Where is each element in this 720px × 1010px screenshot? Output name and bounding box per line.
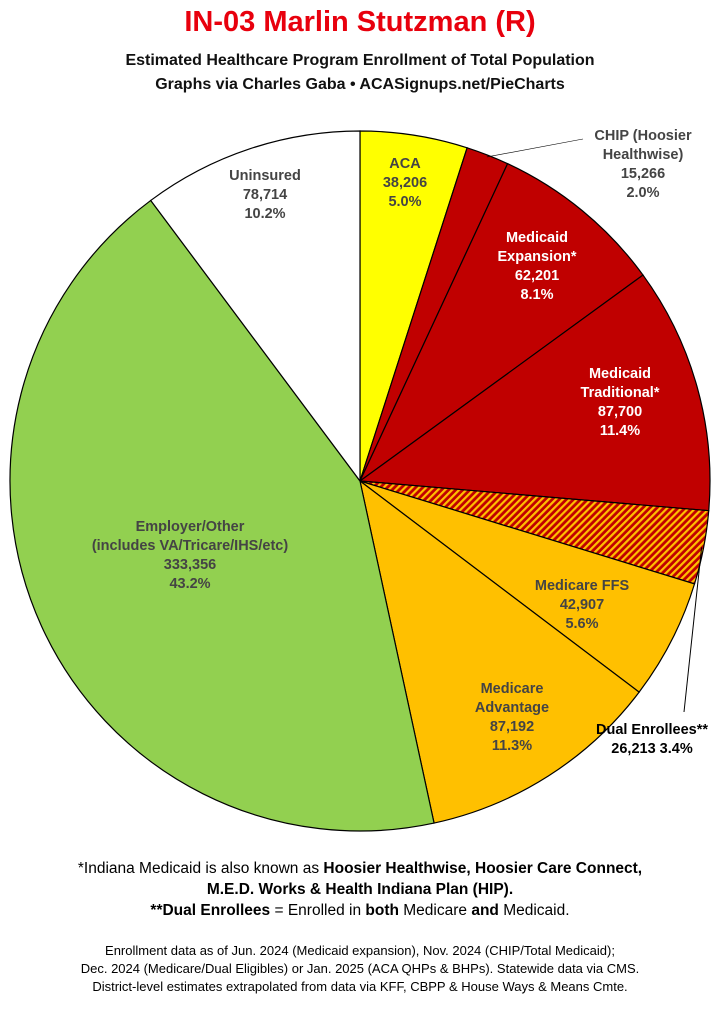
slice-label-employer-other: Employer/Other (includes VA/Tricare/IHS/e… (92, 519, 289, 592)
chart-subtitle-line-1: Estimated Healthcare Program Enrollment … (125, 52, 595, 69)
footnote-bold: both (365, 902, 399, 919)
source-line-3: District-level estimates extrapolated fr… (92, 979, 628, 994)
footnote-dual-enrollees: **Dual Enrollees = Enrolled in both Medi… (0, 900, 720, 921)
slice-label-aca: ACA 38,206 5.0% (383, 156, 427, 210)
pie-chart: ACA 38,206 5.0% CHIP (Hoosier Healthwise) 15,… (9, 128, 711, 832)
pie-slice-medicare-advantage (359, 479, 640, 824)
footnote-bold: Hoosier Healthwise, Hoosier Care Connect… (323, 860, 643, 877)
footnote-medicaid-names-cont: M.E.D. Works & Health Indiana Plan (HIP)… (0, 879, 720, 900)
slice-label-dual-enrollees: Dual Enrollees** 26,213 3.4% (596, 722, 708, 757)
footnote-text: Medicaid. (498, 902, 570, 919)
slice-label-chip: CHIP (Hoosier Healthwise) 15,266 2.0% (594, 128, 692, 201)
footnote-text: *Indiana Medicaid is also known as (77, 860, 324, 877)
pie-slice-medicaid-traditional (358, 274, 711, 512)
chart-subtitle-line-2: Graphs via Charles Gaba • ACASignups.net… (155, 76, 565, 93)
slice-label-medicare-advantage: Medicare Advantage 87,192 11.3% (475, 681, 549, 754)
source-line-2: Dec. 2024 (Medicare/Dual Eligibles) or J… (80, 961, 640, 976)
pie-slice-employer-other (9, 199, 435, 832)
footnote-text: Medicare (398, 902, 472, 919)
slice-label-uninsured: Uninsured 78,714 10.2% (229, 168, 301, 222)
chart-title: IN-03 Marlin Stutzman (R) (184, 6, 536, 38)
slice-label-medicaid-expansion: Medicaid Expansion* 62,201 8.1% (498, 230, 577, 303)
footnote-bold: **Dual Enrollees (150, 902, 271, 919)
pie-slice-uninsured (149, 130, 361, 483)
footnotes: *Indiana Medicaid is also known as Hoosi… (0, 858, 720, 921)
footnote-medicaid-names: *Indiana Medicaid is also known as Hoosi… (0, 858, 720, 879)
footnote-bold: M.E.D. Works & Health Indiana Plan (HIP)… (206, 881, 514, 898)
slice-label-medicare-ffs: Medicare FFS 42,907 5.6% (535, 578, 630, 632)
footnote-bold: and (471, 902, 499, 919)
source-line-1: Enrollment data as of Jun. 2024 (Medicai… (105, 943, 615, 958)
leader-line-dual-enrollees (683, 547, 703, 713)
source-footer: Enrollment data as of Jun. 2024 (Medicai… (0, 942, 720, 996)
leader-line-chip (486, 138, 584, 158)
slice-label-medicaid-traditional: Medicaid Traditional* 87,700 11.4% (581, 366, 660, 439)
pie-slice-medicaid-expansion (358, 162, 644, 483)
footnote-text: = Enrolled in (270, 902, 366, 919)
